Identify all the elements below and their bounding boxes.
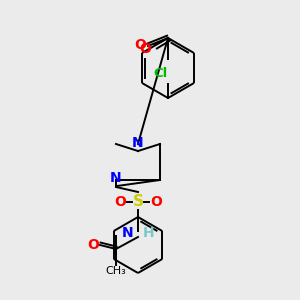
- Text: O: O: [134, 38, 146, 52]
- Text: N: N: [122, 226, 133, 240]
- Text: CH₃: CH₃: [106, 266, 126, 276]
- Text: O: O: [150, 195, 162, 209]
- Text: S: S: [133, 194, 143, 209]
- Text: O: O: [139, 42, 151, 56]
- Text: O: O: [114, 195, 126, 209]
- Text: N: N: [132, 136, 144, 150]
- Text: H: H: [143, 226, 154, 240]
- Text: N: N: [110, 171, 122, 185]
- Text: O: O: [87, 238, 99, 252]
- Text: Cl: Cl: [154, 67, 168, 80]
